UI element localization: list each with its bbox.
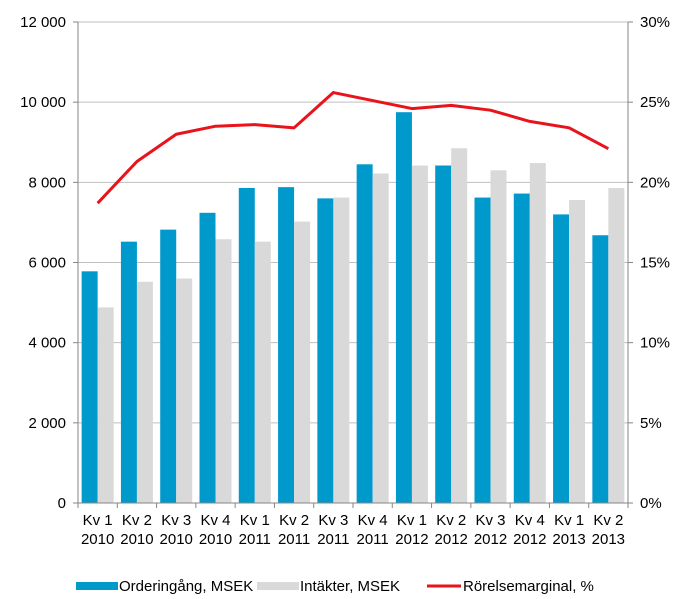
bar-orderingang — [238, 187, 255, 503]
x-tick-label: Kv 1 — [554, 512, 584, 529]
bar-intakter — [411, 165, 428, 503]
bar-intakter — [451, 148, 468, 503]
y-tick-label: 12 000 — [20, 14, 66, 31]
x-tick-label-year: 2011 — [317, 531, 349, 548]
y2-tick-label: 15% — [640, 255, 670, 272]
x-tick-label-year: 2011 — [357, 531, 389, 548]
x-tick-label-year: 2012 — [474, 531, 507, 548]
bar-orderingang — [120, 241, 137, 503]
bar-orderingang — [81, 271, 98, 503]
bar-intakter — [294, 221, 311, 504]
bar-intakter — [176, 278, 193, 503]
x-tick-label-year: 2011 — [239, 531, 271, 548]
bar-orderingang — [513, 193, 530, 503]
y2-tick-label: 10% — [640, 335, 670, 352]
x-tick-label-year: 2010 — [120, 531, 153, 548]
x-tick-label-year: 2012 — [513, 531, 546, 548]
y-axis-right-labels: 0% 5% 10% 15% 20% 25% 30% — [640, 14, 670, 512]
legend-orderingang-swatch — [76, 582, 118, 590]
legend-orderingang-label: Orderingång, MSEK — [119, 578, 253, 595]
legend-intakter-swatch — [257, 582, 299, 590]
x-tick-label-year: 2010 — [199, 531, 232, 548]
x-tick-label: Kv 4 — [200, 512, 230, 529]
x-tick-label-year: 2010 — [160, 531, 193, 548]
bar-intakter — [333, 197, 350, 503]
bar-intakter — [215, 239, 232, 504]
bar-intakter — [97, 307, 114, 503]
bar-intakter — [529, 163, 546, 504]
y2-tick-label: 30% — [640, 14, 670, 31]
y-tick-label: 10 000 — [20, 94, 66, 111]
bar-orderingang — [278, 187, 295, 504]
y2-tick-label: 25% — [640, 94, 670, 111]
y-tick-label: 6 000 — [28, 255, 66, 272]
bar-orderingang — [160, 229, 177, 504]
bar-orderingang — [435, 165, 452, 503]
x-tick-label-year: 2010 — [81, 531, 114, 548]
y2-tick-label: 5% — [640, 415, 662, 432]
x-tick-label-year: 2013 — [592, 531, 625, 548]
x-tick-label: Kv 2 — [122, 512, 152, 529]
x-tick-label: Kv 2 — [279, 512, 309, 529]
bar-orderingang — [356, 164, 373, 503]
y-axis-left-labels: 0 2 000 4 000 6 000 8 000 10 000 12 000 — [20, 14, 66, 512]
y-tick-label: 8 000 — [28, 174, 66, 191]
bar-orderingang — [199, 212, 216, 503]
bar-intakter — [490, 170, 507, 503]
line-rorelsemarginal — [96, 91, 610, 205]
bar-orderingang — [474, 197, 491, 503]
x-tick-label-year: 2012 — [435, 531, 468, 548]
x-tick-label: Kv 3 — [475, 512, 505, 529]
x-tick-label: Kv 3 — [161, 512, 191, 529]
margin-line — [96, 91, 610, 205]
legend-intakter-label: Intäkter, MSEK — [300, 578, 400, 595]
x-tick-label: Kv 2 — [436, 512, 466, 529]
bar-orderingang — [395, 112, 412, 503]
x-tick-label-year: 2012 — [395, 531, 428, 548]
y-tick-label: 2 000 — [28, 415, 66, 432]
x-tick-label: Kv 2 — [593, 512, 623, 529]
bar-orderingang — [317, 198, 334, 503]
x-tick-label-year: 2011 — [278, 531, 310, 548]
y2-tick-label: 20% — [640, 174, 670, 191]
bar-orderingang — [553, 214, 570, 503]
bar-intakter — [372, 173, 389, 503]
bar-intakter — [136, 281, 153, 503]
bars — [81, 112, 625, 504]
x-tick-label: Kv 1 — [240, 512, 270, 529]
legend: Orderingång, MSEK Intäkter, MSEK Rörelsema… — [76, 578, 594, 595]
bar-orderingang — [592, 235, 609, 503]
y-tick-label: 4 000 — [28, 335, 66, 352]
x-axis-labels: Kv 1 2010 Kv 2 2010 Kv 3 2010 Kv 4 2010 Kv 1 2011… — [81, 512, 625, 548]
x-tick-label: Kv 1 — [397, 512, 427, 529]
legend-rorelsemarginal-label: Rörelsemarginal, % — [463, 578, 594, 595]
x-tick-label: Kv 1 — [83, 512, 113, 529]
axes — [73, 21, 633, 508]
y2-tick-label: 0% — [640, 495, 662, 512]
x-tick-label-year: 2013 — [552, 531, 585, 548]
y-tick-label: 0 — [58, 495, 66, 512]
x-tick-label: Kv 4 — [515, 512, 545, 529]
bar-intakter — [569, 199, 586, 503]
bar-intakter — [608, 187, 625, 503]
x-tick-label: Kv 4 — [358, 512, 388, 529]
x-tick-label: Kv 3 — [318, 512, 348, 529]
bar-intakter — [254, 241, 271, 503]
